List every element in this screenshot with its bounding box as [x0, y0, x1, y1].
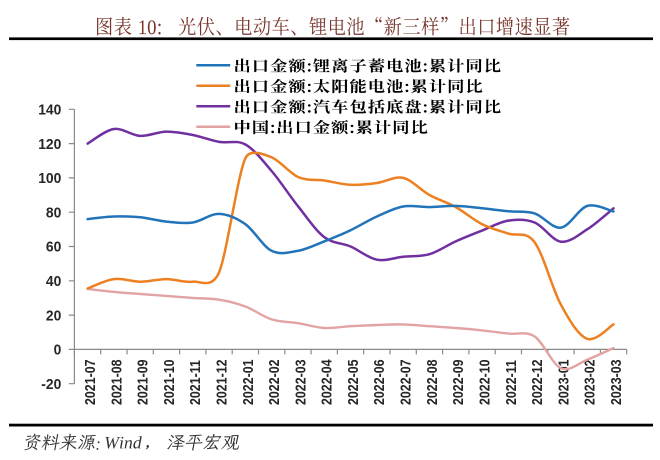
svg-text:2022-03: 2022-03 [293, 359, 309, 405]
svg-text:2022-06: 2022-06 [371, 359, 387, 405]
svg-text:2022-09: 2022-09 [450, 359, 466, 405]
svg-text:2022-08: 2022-08 [424, 359, 440, 405]
svg-text:2022-11: 2022-11 [503, 360, 519, 405]
svg-text:2021-12: 2021-12 [214, 359, 230, 405]
svg-text:2021-08: 2021-08 [108, 359, 124, 405]
svg-text:2022-02: 2022-02 [266, 359, 282, 405]
svg-text:100: 100 [38, 171, 61, 187]
svg-text:2022-01: 2022-01 [240, 359, 256, 405]
svg-text:2021-10: 2021-10 [161, 359, 177, 405]
svg-text:2021-07: 2021-07 [82, 359, 98, 405]
svg-text:2022-05: 2022-05 [345, 359, 361, 405]
svg-text:2023-02: 2023-02 [582, 359, 598, 405]
svg-text:2022-07: 2022-07 [398, 359, 414, 405]
svg-text:2021-09: 2021-09 [135, 359, 151, 405]
svg-text:-20: -20 [41, 377, 61, 393]
svg-text:2023-01: 2023-01 [556, 359, 572, 405]
svg-text:60: 60 [46, 240, 61, 256]
svg-text:80: 80 [46, 205, 61, 221]
svg-text:2022-04: 2022-04 [319, 359, 335, 405]
svg-text:2022-10: 2022-10 [477, 359, 493, 405]
svg-text:2022-12: 2022-12 [529, 359, 545, 405]
svg-text:40: 40 [46, 274, 61, 290]
svg-text:120: 120 [38, 137, 61, 153]
svg-text:140: 140 [38, 103, 61, 119]
svg-text:2021-11: 2021-11 [187, 360, 203, 405]
svg-text:20: 20 [46, 308, 61, 324]
svg-text:2023-03: 2023-03 [608, 359, 624, 405]
svg-text:0: 0 [54, 343, 62, 359]
